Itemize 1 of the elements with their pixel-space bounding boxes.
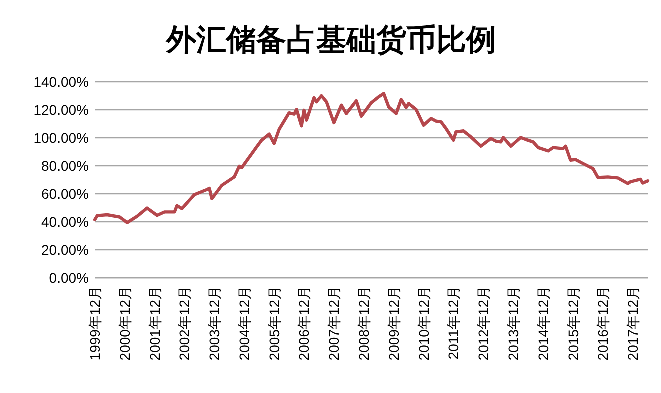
title: 外汇储备占基础货币比例 xyxy=(166,24,496,57)
